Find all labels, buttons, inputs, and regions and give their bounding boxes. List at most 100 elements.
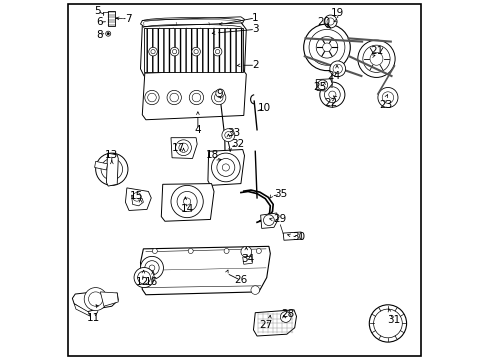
Circle shape <box>222 129 234 141</box>
Text: 31: 31 <box>386 315 399 325</box>
Circle shape <box>326 18 333 25</box>
Circle shape <box>96 153 128 185</box>
Circle shape <box>137 271 150 284</box>
Circle shape <box>211 90 225 105</box>
Text: 26: 26 <box>234 275 247 285</box>
Text: 8: 8 <box>96 30 102 40</box>
Circle shape <box>222 164 229 171</box>
Circle shape <box>175 140 191 156</box>
Circle shape <box>241 246 251 257</box>
Circle shape <box>149 265 155 271</box>
Polygon shape <box>140 22 246 76</box>
Circle shape <box>194 49 198 54</box>
Circle shape <box>357 40 394 77</box>
Circle shape <box>183 198 190 205</box>
Polygon shape <box>253 310 296 336</box>
Circle shape <box>192 93 201 102</box>
Circle shape <box>101 158 122 180</box>
Text: 24: 24 <box>327 71 340 81</box>
Circle shape <box>329 61 345 77</box>
Text: 34: 34 <box>241 254 254 264</box>
Polygon shape <box>260 213 278 228</box>
Text: 22: 22 <box>323 98 337 108</box>
Circle shape <box>144 90 159 105</box>
Circle shape <box>167 90 181 105</box>
Text: 32: 32 <box>230 139 244 149</box>
Polygon shape <box>140 246 270 295</box>
Polygon shape <box>142 69 246 120</box>
Circle shape <box>373 309 402 338</box>
Text: 19: 19 <box>330 8 344 18</box>
Circle shape <box>362 45 389 72</box>
Polygon shape <box>74 304 90 316</box>
Text: 18: 18 <box>205 150 219 160</box>
Polygon shape <box>131 195 143 206</box>
Circle shape <box>151 49 155 54</box>
Circle shape <box>217 158 234 176</box>
Text: 10: 10 <box>257 103 270 113</box>
Circle shape <box>211 153 240 182</box>
Circle shape <box>303 24 349 71</box>
Circle shape <box>148 47 157 56</box>
Circle shape <box>171 185 203 218</box>
Polygon shape <box>72 291 118 312</box>
Circle shape <box>144 261 159 275</box>
Circle shape <box>107 33 109 35</box>
Text: 11: 11 <box>87 313 101 323</box>
Circle shape <box>214 93 223 102</box>
Circle shape <box>213 47 222 56</box>
Text: 9: 9 <box>216 89 222 99</box>
Text: 25: 25 <box>312 82 326 92</box>
Circle shape <box>317 80 327 90</box>
Circle shape <box>382 92 393 103</box>
Text: 12: 12 <box>135 277 149 287</box>
Circle shape <box>250 286 259 294</box>
Text: 28: 28 <box>280 310 294 319</box>
Circle shape <box>188 248 193 253</box>
Text: 14: 14 <box>180 204 193 214</box>
Polygon shape <box>224 152 237 166</box>
Circle shape <box>189 90 203 105</box>
Circle shape <box>263 215 274 226</box>
Text: 27: 27 <box>259 320 272 330</box>
Polygon shape <box>100 292 118 306</box>
Text: 23: 23 <box>379 100 392 110</box>
Circle shape <box>319 82 344 107</box>
Text: 13: 13 <box>105 150 118 160</box>
Circle shape <box>132 193 141 201</box>
Text: 6: 6 <box>96 17 102 27</box>
Circle shape <box>215 49 219 54</box>
Text: 29: 29 <box>273 215 286 224</box>
Circle shape <box>147 93 156 102</box>
Polygon shape <box>283 232 301 240</box>
Circle shape <box>140 256 163 279</box>
Circle shape <box>256 248 261 253</box>
Circle shape <box>172 49 176 54</box>
Text: 30: 30 <box>291 232 304 242</box>
Circle shape <box>328 91 335 98</box>
Circle shape <box>224 248 228 253</box>
Text: 2: 2 <box>251 60 258 70</box>
Circle shape <box>322 43 330 51</box>
Circle shape <box>324 87 340 103</box>
Circle shape <box>177 192 197 212</box>
Circle shape <box>169 93 178 102</box>
Text: 16: 16 <box>144 277 158 287</box>
Circle shape <box>332 64 342 73</box>
Polygon shape <box>106 153 118 186</box>
Text: 20: 20 <box>316 17 329 27</box>
Circle shape <box>215 89 224 98</box>
Circle shape <box>105 31 110 36</box>
Circle shape <box>224 132 231 139</box>
Polygon shape <box>171 138 197 158</box>
Circle shape <box>170 47 179 56</box>
Text: 1: 1 <box>251 13 258 23</box>
Circle shape <box>191 47 200 56</box>
Circle shape <box>324 15 336 28</box>
Text: 15: 15 <box>130 191 143 201</box>
Text: 7: 7 <box>124 14 131 24</box>
Circle shape <box>84 288 107 311</box>
Polygon shape <box>161 184 214 221</box>
Circle shape <box>280 312 290 322</box>
Circle shape <box>377 87 397 108</box>
